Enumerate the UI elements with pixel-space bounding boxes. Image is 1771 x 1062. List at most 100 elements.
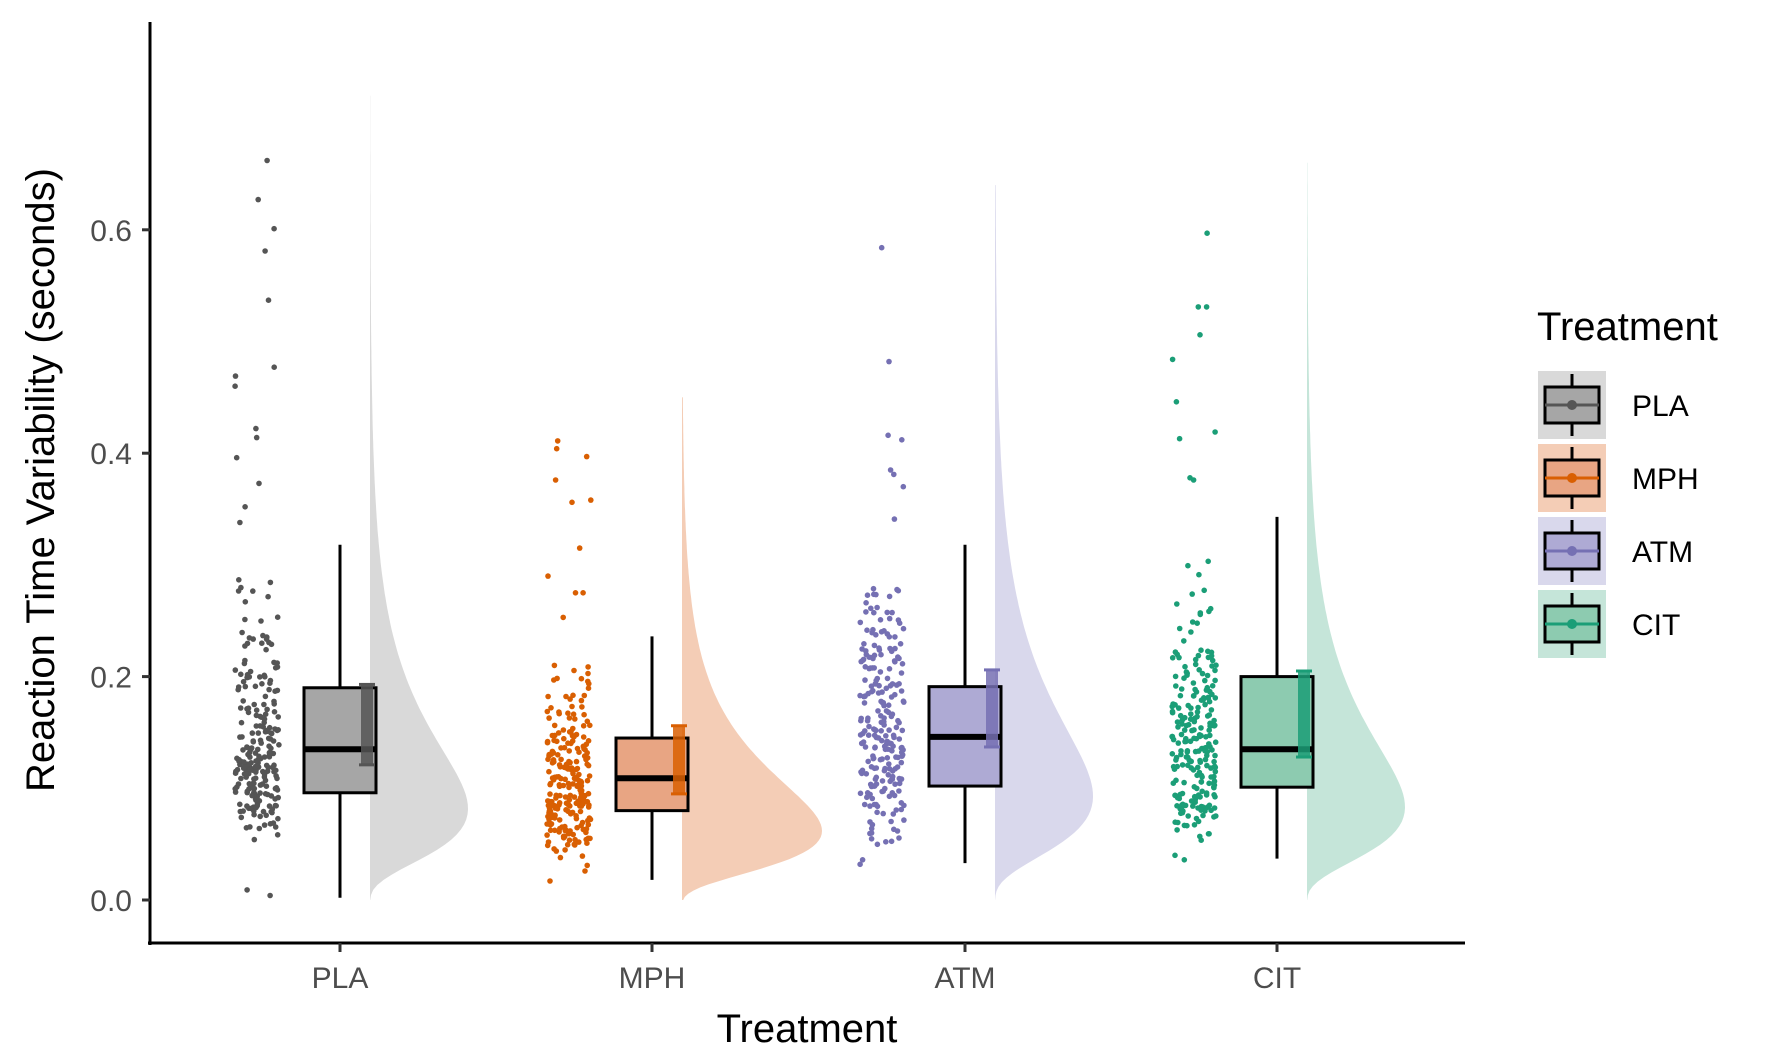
data-point: [550, 750, 557, 756]
data-point: [896, 620, 903, 626]
data-point: [561, 735, 567, 742]
data-point: [1202, 677, 1208, 684]
data-point: [274, 727, 281, 734]
data-point: [864, 627, 870, 633]
data-point: [551, 759, 557, 765]
data-point: [1188, 629, 1194, 635]
data-point: [1202, 748, 1208, 754]
data-point: [1211, 792, 1217, 798]
data-point: [1206, 802, 1213, 809]
data-point: [878, 651, 884, 658]
data-point: [558, 756, 564, 763]
data-point: [571, 775, 578, 782]
data-point: [1206, 698, 1213, 705]
data-point: [900, 747, 906, 753]
data-point: [262, 674, 268, 680]
data-point: [879, 756, 885, 762]
data-point: [879, 689, 885, 695]
data-point: [268, 641, 275, 648]
data-point: [242, 763, 248, 770]
data-point: [896, 775, 903, 782]
data-point: [1209, 683, 1216, 689]
data-point: [1190, 477, 1197, 483]
data-point: [1178, 751, 1184, 758]
data-point: [883, 839, 889, 845]
data-point: [554, 438, 561, 444]
data-point: [236, 577, 242, 583]
data-point: [884, 675, 891, 682]
data-point: [895, 717, 901, 724]
data-point: [1199, 774, 1205, 780]
data-point: [270, 738, 277, 744]
data-point: [253, 769, 259, 775]
data-point: [565, 710, 571, 716]
data-point: [551, 722, 558, 729]
data-point: [244, 789, 250, 796]
data-point: [1207, 732, 1213, 739]
data-point: [247, 824, 253, 830]
data-point: [886, 634, 893, 640]
legend-item-mph: MPH: [1536, 442, 1699, 514]
data-point: [251, 836, 258, 843]
data-point: [857, 619, 864, 626]
data-point: [1202, 701, 1208, 708]
data-point: [1197, 833, 1203, 840]
data-point: [878, 728, 884, 734]
data-point: [867, 819, 873, 825]
data-point: [572, 590, 579, 596]
data-point: [1213, 813, 1219, 819]
data-point: [554, 806, 561, 812]
data-point: [1212, 739, 1219, 745]
data-point: [258, 714, 265, 720]
data-point: [579, 704, 585, 710]
legend-title: Treatment: [1537, 305, 1718, 349]
data-point: [1170, 763, 1177, 770]
y-tick-label: 0.6: [90, 215, 132, 248]
data-point: [274, 832, 281, 838]
data-point: [563, 693, 569, 700]
data-point: [253, 425, 259, 432]
data-point: [253, 804, 259, 811]
data-point: [570, 711, 577, 717]
data-point: [587, 722, 593, 729]
data-point: [888, 818, 894, 825]
data-point: [1211, 773, 1217, 780]
data-point: [558, 775, 564, 782]
data-point: [551, 846, 557, 852]
data-point: [1181, 727, 1188, 733]
data-point: [559, 824, 565, 830]
data-point: [1212, 768, 1219, 775]
data-point: [1197, 611, 1204, 618]
data-point: [233, 454, 240, 461]
data-point: [235, 686, 241, 693]
data-point: [880, 810, 886, 817]
data-point: [583, 453, 590, 460]
data-point: [887, 467, 894, 473]
data-point: [1206, 831, 1212, 837]
data-point: [883, 733, 889, 739]
data-point: [238, 775, 244, 782]
data-point: [268, 730, 275, 737]
data-point: [1190, 767, 1197, 773]
legend-label: MPH: [1632, 463, 1699, 496]
data-point: [1205, 654, 1212, 661]
data-point: [882, 746, 889, 753]
data-point: [547, 791, 553, 797]
data-point: [1202, 756, 1209, 763]
data-point: [899, 727, 906, 734]
y-axis-title: Reaction Time Variability (seconds): [19, 168, 63, 792]
data-point: [1169, 708, 1176, 715]
data-point: [1212, 752, 1218, 759]
data-point: [563, 807, 569, 813]
data-point: [873, 774, 880, 781]
legend-key-point: [1567, 473, 1577, 483]
data-point: [1195, 764, 1201, 771]
data-point: [1174, 601, 1180, 607]
data-point: [585, 664, 591, 670]
data-point: [893, 807, 899, 813]
data-point: [250, 738, 256, 744]
data-point: [1198, 779, 1205, 785]
data-point: [264, 791, 271, 798]
data-point: [1186, 757, 1192, 763]
data-point: [890, 732, 897, 739]
